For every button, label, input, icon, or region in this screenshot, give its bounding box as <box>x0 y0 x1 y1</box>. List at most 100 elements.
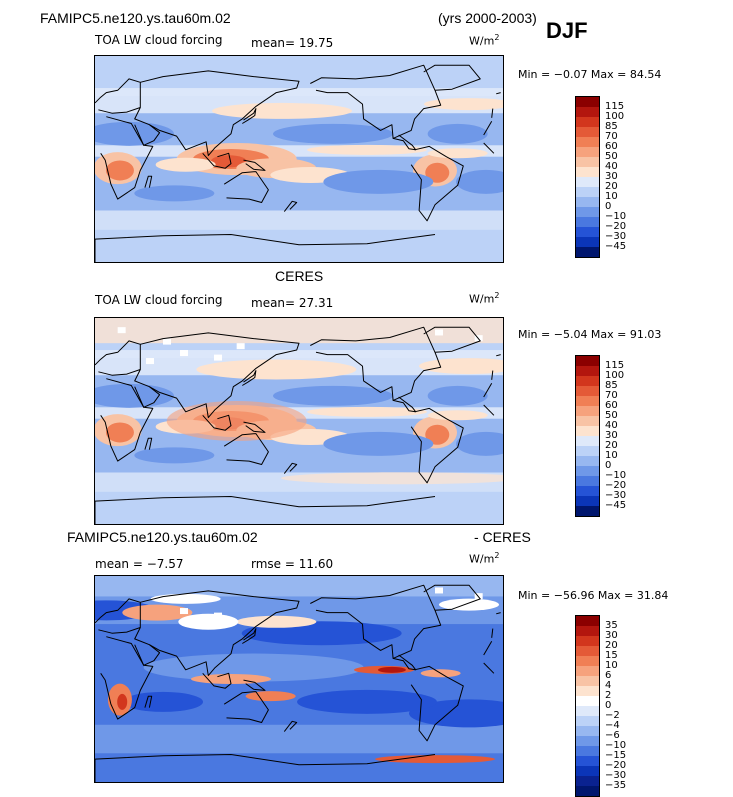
colorbar-swatch <box>576 376 599 386</box>
colorbar-label: 0 <box>605 460 612 471</box>
panel2-minmax: Min = −5.04 Max = 91.03 <box>518 328 662 341</box>
colorbar-swatch <box>576 197 599 207</box>
colorbar-label: −30 <box>605 490 627 501</box>
colorbar-label: 10 <box>605 191 618 202</box>
colorbar-swatch <box>576 137 599 147</box>
panel3-minmax: Min = −56.96 Max = 31.84 <box>518 589 669 602</box>
colorbar-label: 10 <box>605 450 618 461</box>
colorbar-label: −4 <box>605 720 620 731</box>
colorbar-label: 85 <box>605 121 618 132</box>
colorbar-swatch <box>576 666 599 676</box>
colorbar-swatch <box>576 476 599 486</box>
colorbar-label: −15 <box>605 750 627 761</box>
colorbar-swatch <box>576 736 599 746</box>
case-title: FAMIPC5.ne120.ys.tau60m.02 <box>40 10 231 26</box>
colorbar-swatch <box>576 217 599 227</box>
colorbar-swatch <box>576 247 599 257</box>
panel1-subtitle: TOA LW cloud forcing <box>95 33 223 47</box>
panel2-mean: mean= 27.31 <box>251 296 334 310</box>
colorbar-label: 30 <box>605 630 618 641</box>
colorbar-swatch <box>576 406 599 416</box>
colorbar-swatch <box>576 386 599 396</box>
colorbar-label: −45 <box>605 241 627 252</box>
colorbar-swatch <box>576 656 599 666</box>
colorbar-label: 10 <box>605 660 618 671</box>
colorbar-label: 40 <box>605 420 618 431</box>
years-label: (yrs 2000-2003) <box>438 10 537 26</box>
colorbar-label: 40 <box>605 161 618 172</box>
colorbar-swatch <box>576 646 599 656</box>
colorbar-label: 100 <box>605 111 625 122</box>
colorbar-swatch <box>576 496 599 506</box>
panel1-unit: W/m2 <box>469 33 500 48</box>
season-label: DJF <box>546 18 588 43</box>
colorbar-label: 35 <box>605 620 618 631</box>
colorbar-swatch <box>576 356 599 366</box>
colorbar-swatch <box>576 446 599 456</box>
colorbar-swatch <box>576 626 599 636</box>
colorbar-label: −20 <box>605 760 627 771</box>
colorbar-label: 60 <box>605 400 618 411</box>
panel3-map <box>94 575 504 783</box>
panel2-map <box>94 317 504 525</box>
colorbar-swatch <box>576 686 599 696</box>
panel3-title-left: FAMIPC5.ne120.ys.tau60m.02 <box>67 529 258 545</box>
colorbar-swatch <box>576 227 599 237</box>
panel3-colorbar <box>575 615 600 797</box>
colorbar-swatch <box>576 426 599 436</box>
colorbar-swatch <box>576 147 599 157</box>
panel3-mean: mean = −7.57 <box>95 557 184 571</box>
panel3-rmse: rmse = 11.60 <box>251 557 334 571</box>
colorbar-swatch <box>576 366 599 376</box>
colorbar-label: 85 <box>605 380 618 391</box>
colorbar-label: −6 <box>605 730 620 741</box>
colorbar-label: 20 <box>605 440 618 451</box>
colorbar-swatch <box>576 506 599 516</box>
colorbar-swatch <box>576 207 599 217</box>
colorbar-swatch <box>576 726 599 736</box>
colorbar-label: −2 <box>605 710 620 721</box>
colorbar-label: 20 <box>605 640 618 651</box>
colorbar-label: 100 <box>605 370 625 381</box>
colorbar-label: 30 <box>605 430 618 441</box>
panel2-colorbar <box>575 355 600 517</box>
colorbar-swatch <box>576 167 599 177</box>
panel1-minmax: Min = −0.07 Max = 84.54 <box>518 68 662 81</box>
panel2-title: CERES <box>275 268 324 284</box>
colorbar-swatch <box>576 786 599 796</box>
colorbar-label: 15 <box>605 650 618 661</box>
panel2-subtitle: TOA LW cloud forcing <box>95 293 223 307</box>
colorbar-label: −20 <box>605 221 627 232</box>
colorbar-swatch <box>576 157 599 167</box>
colorbar-label: 0 <box>605 201 612 212</box>
colorbar-swatch <box>576 107 599 117</box>
colorbar-swatch <box>576 696 599 706</box>
colorbar-swatch <box>576 416 599 426</box>
colorbar-label: 70 <box>605 131 618 142</box>
colorbar-swatch <box>576 127 599 137</box>
colorbar-swatch <box>576 676 599 686</box>
colorbar-label: 115 <box>605 101 625 112</box>
colorbar-swatch <box>576 776 599 786</box>
colorbar-label: −45 <box>605 500 627 511</box>
panel3-unit: W/m2 <box>469 551 500 566</box>
colorbar-label: −30 <box>605 770 627 781</box>
colorbar-label: 115 <box>605 360 625 371</box>
colorbar-swatch <box>576 756 599 766</box>
panel1-colorbar <box>575 96 600 258</box>
colorbar-swatch <box>576 766 599 776</box>
panel3-title-right: - CERES <box>474 529 531 545</box>
colorbar-swatch <box>576 97 599 107</box>
panel1-mean: mean= 19.75 <box>251 36 334 50</box>
colorbar-label: 20 <box>605 181 618 192</box>
panel2-unit: W/m2 <box>469 291 500 306</box>
colorbar-label: −10 <box>605 470 627 481</box>
colorbar-label: 50 <box>605 410 618 421</box>
colorbar-swatch <box>576 237 599 247</box>
panel1-map <box>94 55 504 263</box>
colorbar-swatch <box>576 466 599 476</box>
colorbar-swatch <box>576 187 599 197</box>
colorbar-swatch <box>576 616 599 626</box>
colorbar-label: 2 <box>605 690 612 701</box>
colorbar-label: 70 <box>605 390 618 401</box>
